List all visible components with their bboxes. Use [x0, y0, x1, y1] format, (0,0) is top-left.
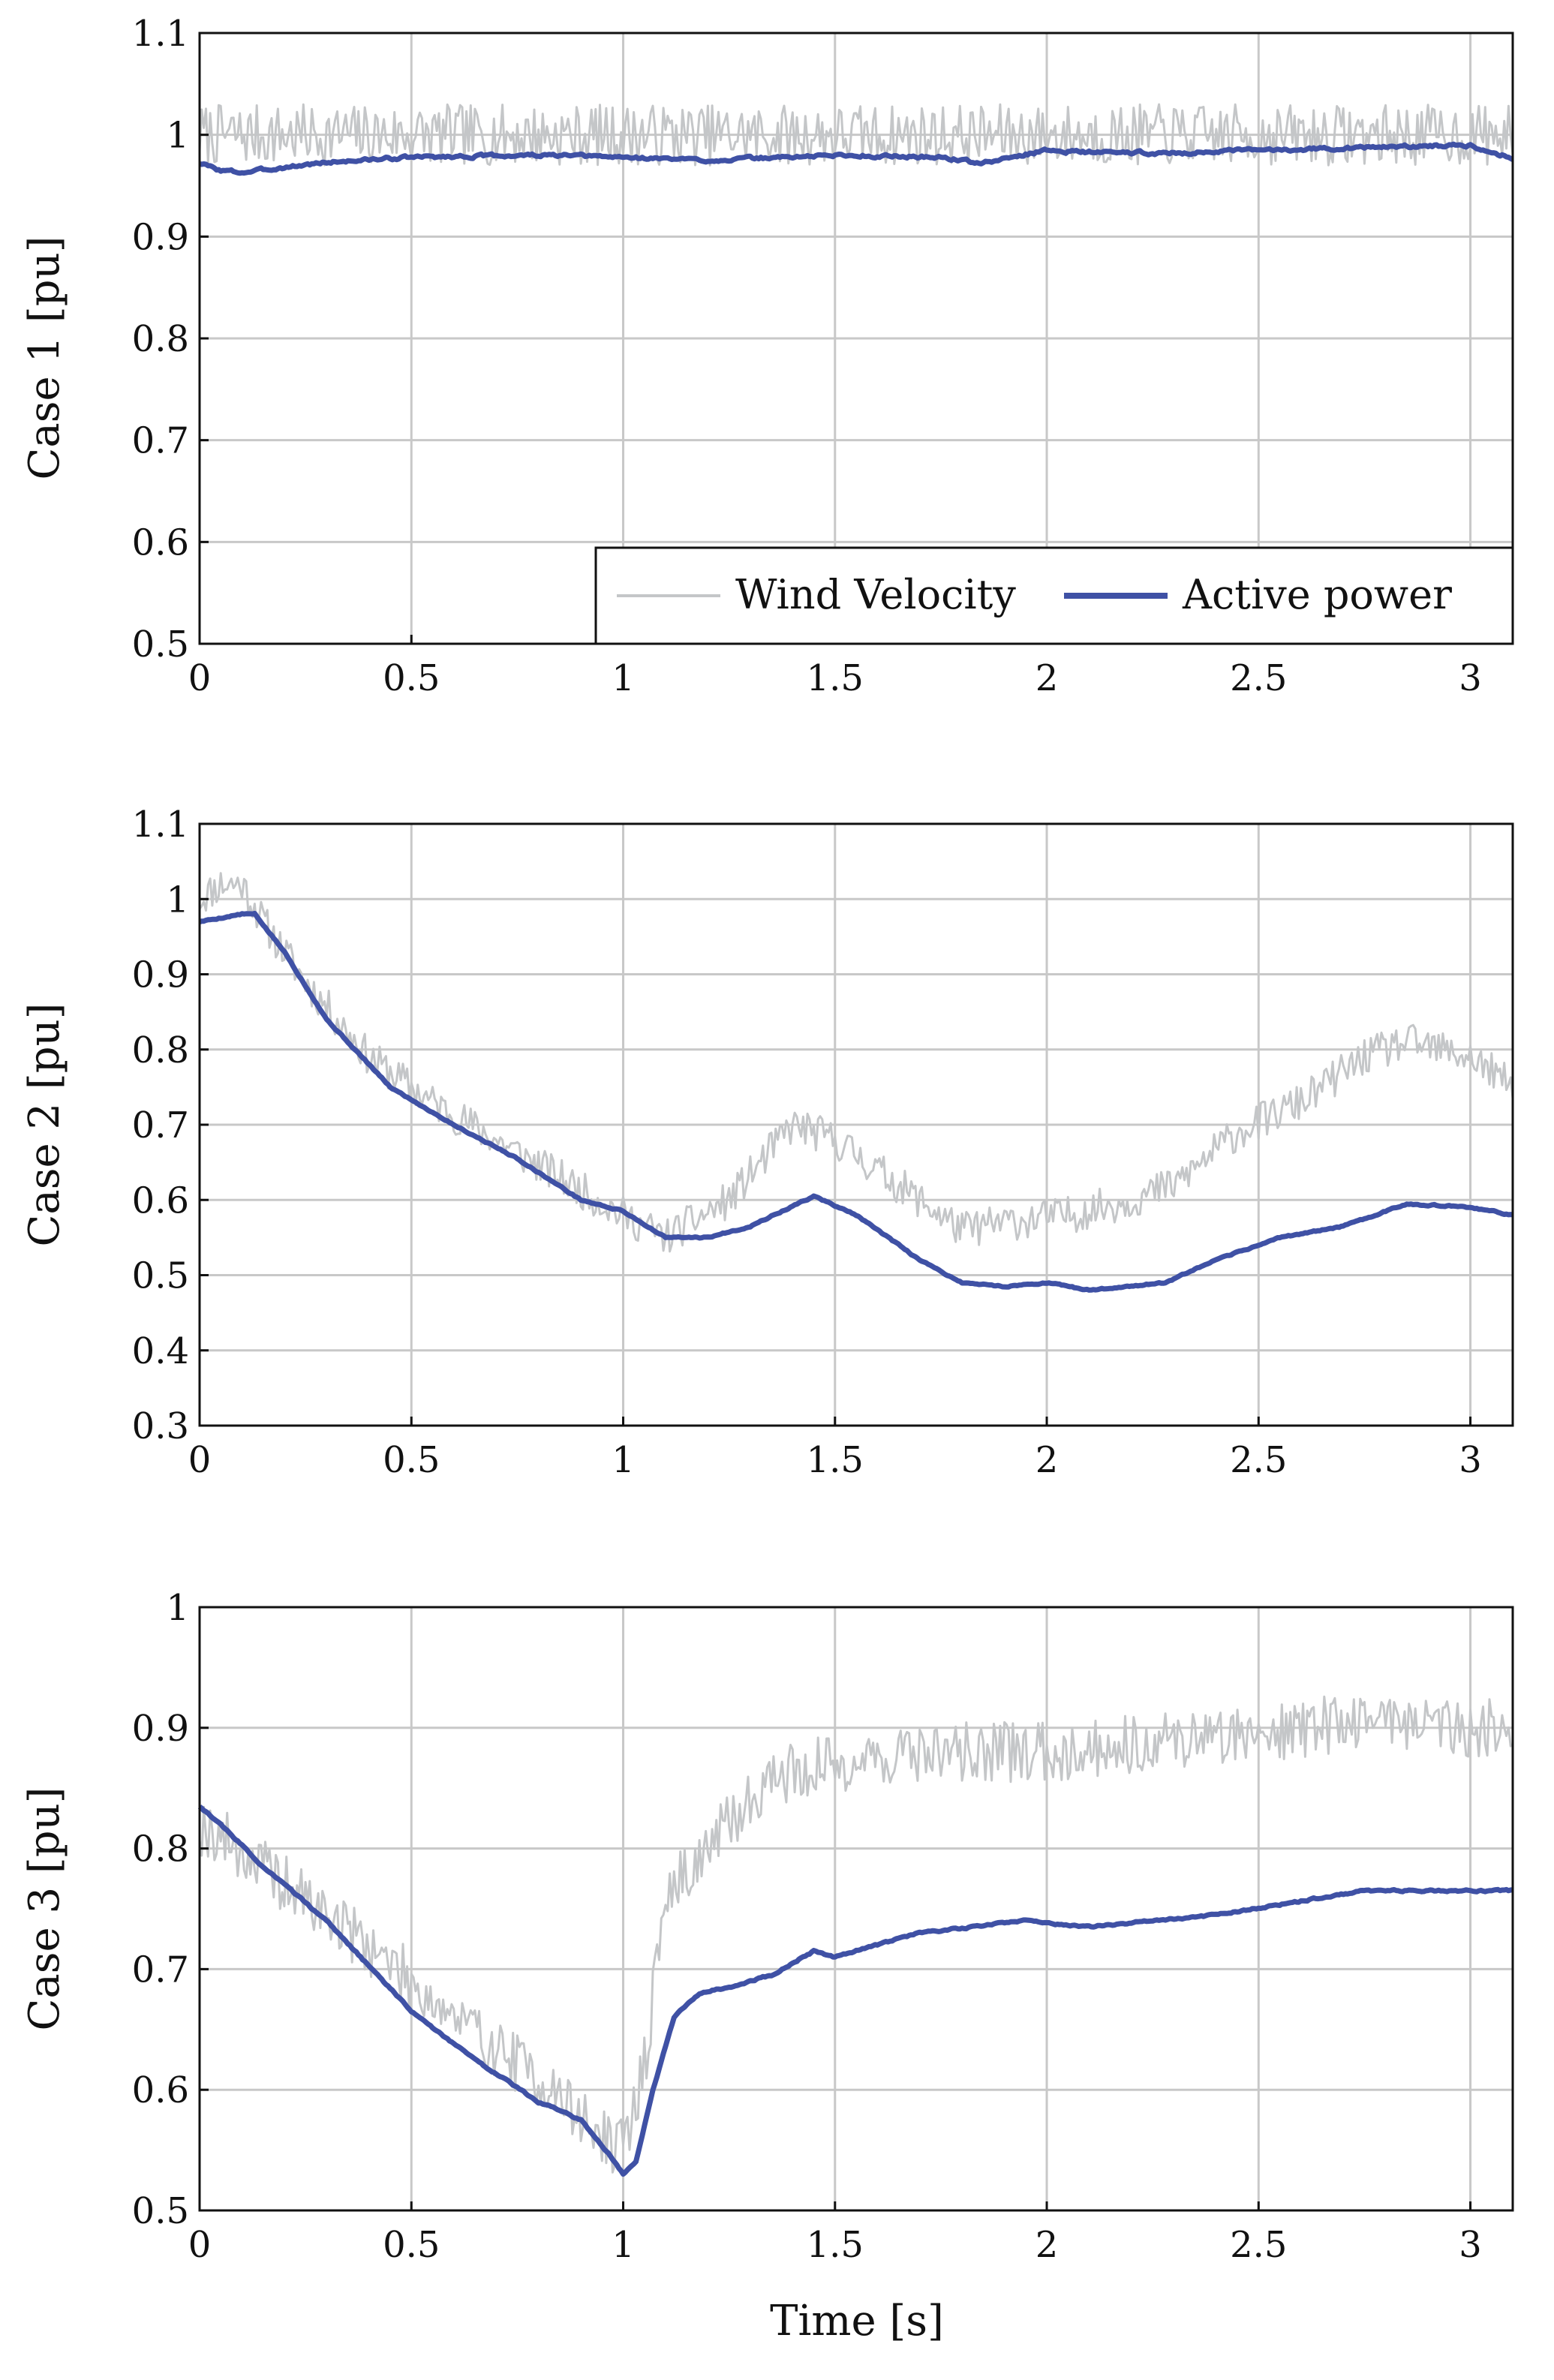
legend: Wind Velocity Active power — [594, 546, 1514, 645]
x-tick-label: 3 — [1459, 1439, 1482, 1481]
panel-2-series — [198, 872, 1514, 1293]
x-tick-label: 0.5 — [383, 657, 440, 699]
legend-power-label: Active power — [1182, 571, 1452, 618]
x-tick-label: 2.5 — [1230, 2224, 1287, 2266]
y-tick-label: 0.9 — [132, 954, 189, 996]
y-tick-label: 0.7 — [132, 420, 189, 462]
y-tick-label: 1 — [166, 879, 189, 921]
x-tick-label: 0 — [188, 657, 212, 699]
y-tick-label: 0.7 — [132, 1104, 189, 1146]
panel-3-ticks: 0 0.5 1 1.5 2 2.5 30.50.60.70.80.91 — [132, 1587, 1482, 2266]
active-power-line — [197, 1805, 1513, 2177]
y-tick-label: 1 — [166, 1587, 189, 1629]
x-tick-label: 2 — [1035, 657, 1059, 699]
x-tick-label: 1.5 — [807, 657, 864, 699]
y-tick-label: 0.7 — [132, 1949, 189, 1991]
y-tick-label: 1 — [166, 115, 189, 157]
panel-3-ylabel: Case 3 [pu] — [20, 1787, 69, 2031]
y-tick-label: 0.5 — [132, 624, 189, 666]
panel-2-grid — [198, 822, 1513, 1427]
panel-case-3: 0 0.5 1 1.5 2 2.5 30.50.60.70.80.91 Case 3 [pu… — [20, 1587, 1514, 2266]
y-tick-label: 0.3 — [132, 1405, 189, 1447]
panel-1-series — [198, 103, 1514, 176]
wind-velocity-line — [198, 1695, 1513, 2174]
active-power-line — [199, 141, 1514, 176]
panel-1-ticks: 0 0.5 1 1.5 2 2.5 30.50.60.70.80.911.1 — [132, 13, 1482, 699]
y-tick-label: 0.6 — [132, 2069, 189, 2111]
panel-3-frame — [198, 1606, 1514, 2212]
y-tick-label: 1.1 — [132, 13, 189, 55]
y-tick-label: 0.6 — [132, 1179, 189, 1222]
x-tick-label: 1 — [612, 657, 635, 699]
y-tick-label: 1.1 — [132, 804, 189, 846]
wind-velocity-line — [198, 103, 1514, 167]
y-tick-label: 0.4 — [132, 1330, 189, 1372]
y-tick-label: 0.8 — [132, 318, 189, 360]
y-tick-label: 0.9 — [132, 1708, 189, 1750]
x-tick-label: 1.5 — [807, 2224, 864, 2266]
y-tick-label: 0.8 — [132, 1829, 189, 1871]
x-tick-label: 3 — [1459, 2224, 1482, 2266]
x-tick-label: 2.5 — [1230, 1439, 1287, 1481]
x-axis-label: Time [s] — [770, 2297, 944, 2345]
y-tick-label: 0.9 — [132, 216, 189, 258]
x-tick-label: 1 — [612, 2224, 635, 2266]
y-tick-label: 0.5 — [132, 2190, 189, 2232]
x-tick-label: 2 — [1035, 2224, 1059, 2266]
y-tick-label: 0.8 — [132, 1029, 189, 1071]
x-tick-label: 0.5 — [383, 2224, 440, 2266]
panel-2-ticks: 0 0.5 1 1.5 2 2.5 3 0.3 0.4 0.5 0.6 0.7 0.8 0.9 1 1.1 — [132, 804, 1482, 1481]
panel-case-2: 0 0.5 1 1.5 2 2.5 3 0.3 0.4 0.5 0.6 0.7 0.8 0.9 1 1.1 C… — [20, 804, 1514, 1481]
x-tick-label: 1 — [612, 1439, 635, 1481]
legend-wind-label: Wind Velocity — [735, 571, 1016, 618]
x-tick-label: 1.5 — [807, 1439, 864, 1481]
x-tick-label: 2.5 — [1230, 657, 1287, 699]
panel-3-grid — [198, 1606, 1513, 2212]
x-tick-label: 0 — [188, 2224, 212, 2266]
y-tick-label: 0.6 — [132, 521, 189, 563]
x-tick-label: 0 — [188, 1439, 212, 1481]
x-tick-label: 3 — [1459, 657, 1482, 699]
panel-2-ylabel: Case 2 [pu] — [20, 1003, 69, 1247]
panel-3-series — [197, 1695, 1513, 2177]
x-tick-label: 0.5 — [383, 1439, 440, 1481]
y-tick-label: 0.5 — [132, 1255, 189, 1297]
legend-box — [594, 546, 1514, 645]
wind-velocity-line — [198, 872, 1514, 1253]
panel-case-1: 0 0.5 1 1.5 2 2.5 30.50.60.70.80.911.1 Case 1 … — [20, 13, 1514, 699]
panel-1-ylabel: Case 1 [pu] — [20, 236, 69, 480]
active-power-line — [198, 910, 1513, 1293]
x-tick-label: 2 — [1035, 1439, 1059, 1481]
